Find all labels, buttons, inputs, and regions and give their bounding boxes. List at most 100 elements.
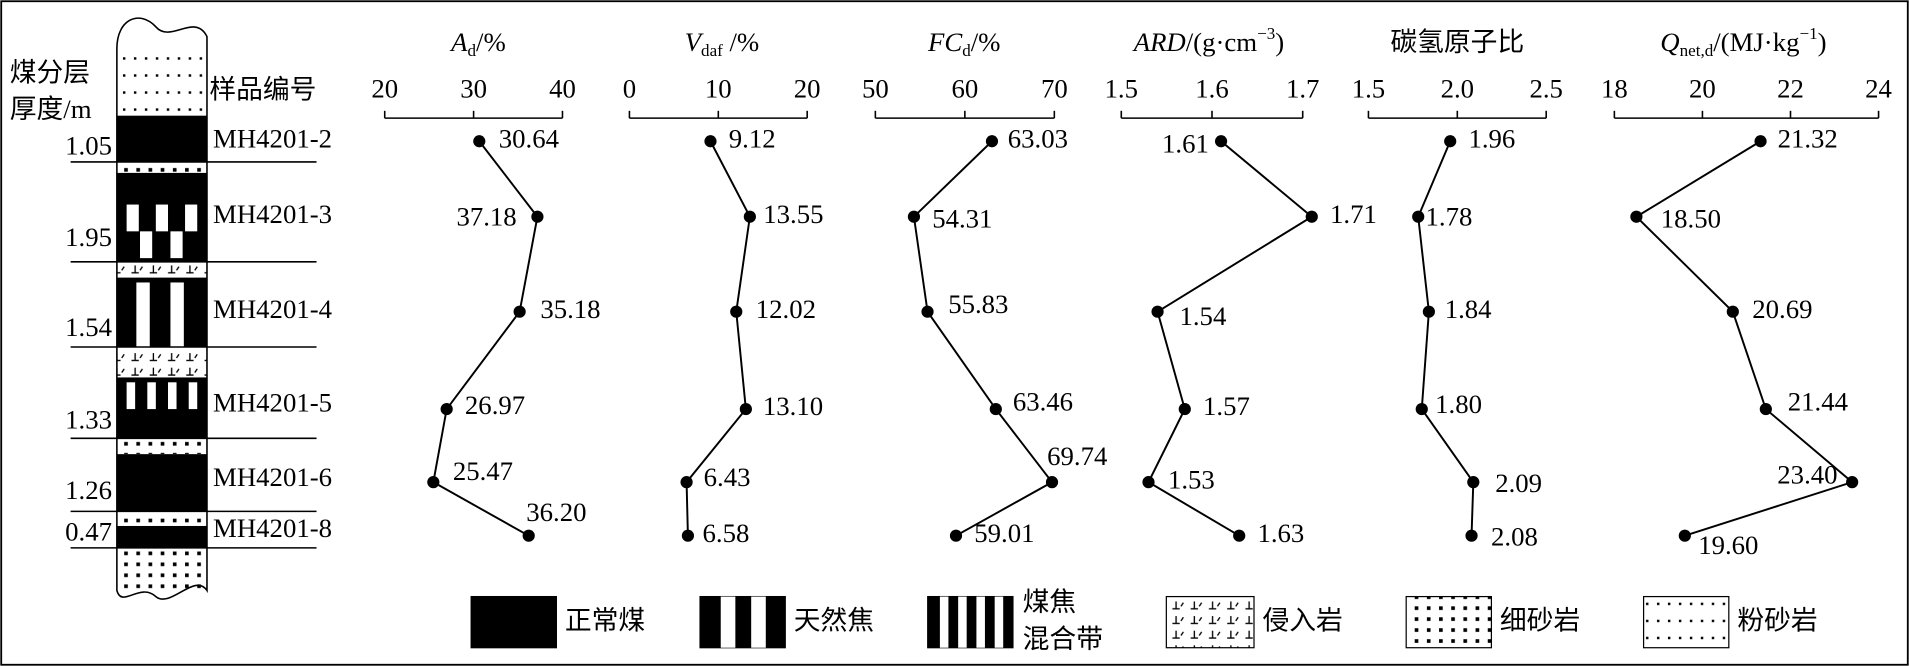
sample-id: MH4201-5 [213, 388, 332, 418]
panel-title: Vdaf /% [685, 27, 760, 60]
sample-id: MH4201-2 [213, 123, 332, 153]
thickness: 1.95 [65, 222, 112, 252]
data-line [1417, 140, 1475, 536]
data-label: 2.09 [1495, 468, 1542, 498]
title-part: V [685, 27, 704, 57]
title-part: FC [927, 27, 963, 57]
data-line [912, 140, 1054, 537]
data-point [1630, 210, 1643, 223]
data-point [1726, 305, 1739, 318]
data-point [739, 403, 752, 416]
data-point [1759, 403, 1772, 416]
x-tick-label: 2.5 [1529, 73, 1562, 103]
data-point [427, 476, 440, 489]
x-tick-label: 22 [1777, 73, 1804, 103]
data-label: 37.18 [456, 201, 516, 231]
x-tick-label: 1.7 [1286, 73, 1319, 103]
sample-id: MH4201-8 [213, 513, 332, 543]
data-point [1233, 529, 1246, 542]
x-tick-label: 0 [623, 73, 636, 103]
data-label: 1.61 [1162, 128, 1209, 158]
data-label: 54.31 [932, 204, 992, 234]
column-header: 煤分层 [10, 58, 90, 88]
data-line [685, 140, 751, 536]
data-point [1846, 476, 1859, 489]
panel-title: FCd/% [927, 27, 1000, 60]
data-label: 19.60 [1698, 530, 1758, 560]
title-part: ) [1818, 27, 1827, 57]
x-tick-label: 1.5 [1352, 73, 1385, 103]
data-point [473, 135, 486, 148]
data-label: 23.40 [1777, 459, 1837, 489]
legend-label: 煤焦 [1023, 587, 1077, 617]
thickness: 1.33 [65, 405, 112, 435]
x-tick-label: 2.0 [1441, 73, 1474, 103]
legend [470, 595, 1730, 649]
data-label: 36.20 [526, 497, 586, 527]
panel-title: Qnet,d/(MJ·kg−1) [1660, 24, 1826, 60]
title-part: −1 [1799, 24, 1817, 43]
data-point [907, 210, 921, 223]
x-tick-label: 40 [549, 73, 576, 103]
data-label: 69.74 [1047, 441, 1107, 471]
panel-title: Ad/% [449, 27, 506, 60]
data-label: 1.53 [1168, 464, 1215, 494]
sample-id: MH4201-6 [213, 462, 332, 492]
title-part: /% [971, 27, 1001, 57]
data-point [680, 476, 693, 489]
data-line [1634, 140, 1855, 537]
thickness: 1.05 [65, 131, 112, 161]
data-point [743, 210, 756, 223]
x-tick-label: 50 [862, 73, 889, 103]
data-point [531, 210, 544, 223]
data-line [1147, 140, 1314, 537]
data-label: 6.43 [704, 462, 751, 492]
x-tick-label: 70 [1041, 73, 1068, 103]
title-part: −3 [1257, 24, 1275, 43]
title-part: ARD [1132, 27, 1186, 57]
title-part: /% [476, 27, 506, 57]
sample-id: MH4201-4 [213, 294, 332, 324]
data-point [513, 305, 526, 318]
data-point [1305, 210, 1318, 223]
legend-label: 天然焦 [794, 606, 874, 636]
data-point [1151, 305, 1164, 318]
data-label: 1.78 [1426, 201, 1473, 231]
data-point [921, 305, 934, 318]
data-point [522, 529, 535, 542]
x-tick-label: 20 [794, 73, 821, 103]
data-label: 18.50 [1661, 204, 1721, 234]
x-tick-label: 60 [951, 73, 978, 103]
sample-id: MH4201-3 [213, 199, 332, 229]
data-point [985, 135, 999, 148]
data-label: 35.18 [540, 294, 600, 324]
data-label: 63.46 [1013, 386, 1073, 416]
strat-column [70, 17, 317, 600]
column-header: 厚度/m [10, 94, 92, 124]
data-point [1412, 210, 1425, 223]
data-label: 6.58 [703, 518, 750, 548]
legend-label: 细砂岩 [1500, 606, 1580, 636]
title-part: /% [723, 27, 759, 57]
title-part: Q [1660, 27, 1679, 57]
data-label: 9.12 [729, 123, 776, 153]
data-label: 25.47 [453, 456, 513, 486]
data-label: 1.63 [1257, 518, 1304, 548]
title-part: d [962, 41, 971, 60]
x-tick-label: 18 [1601, 73, 1628, 103]
data-label: 20.69 [1752, 294, 1812, 324]
data-line [432, 140, 539, 537]
data-point [1142, 476, 1155, 489]
title-part: 碳氢原子比 [1390, 27, 1524, 57]
data-point [1465, 529, 1478, 542]
title-part: A [449, 27, 468, 57]
data-label: 1.80 [1435, 389, 1482, 419]
legend-label: 正常煤 [565, 606, 645, 636]
data-point [949, 529, 963, 542]
thickness: 1.26 [65, 475, 112, 505]
data-point [1678, 529, 1691, 542]
title-part: d [468, 41, 477, 60]
x-tick-label: 20 [371, 73, 398, 103]
title-part: daf [701, 41, 723, 60]
data-label: 12.02 [756, 294, 816, 324]
